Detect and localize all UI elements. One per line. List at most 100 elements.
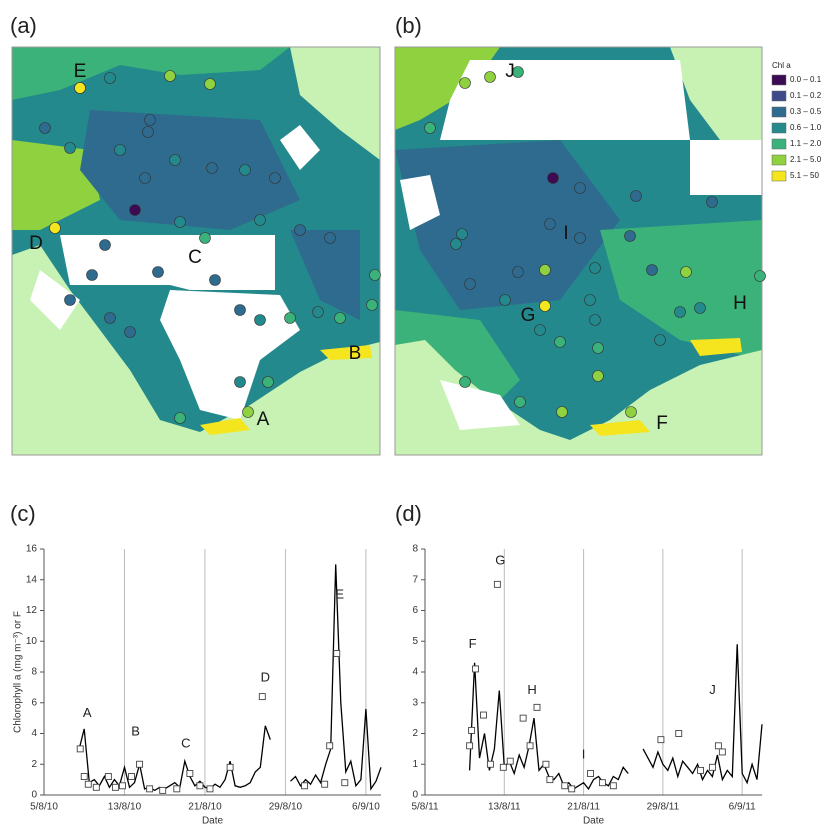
station-marker	[64, 294, 76, 306]
station-marker	[366, 299, 378, 311]
legend-label: 2.1 – 5.0	[790, 155, 822, 164]
data-point	[258, 693, 266, 701]
data-point	[159, 786, 167, 794]
data-point	[128, 773, 135, 780]
data-point	[326, 742, 334, 750]
station-marker	[49, 222, 61, 234]
x-tick-label: 29/8/10	[269, 802, 303, 813]
map-a	[12, 47, 380, 455]
data-point	[657, 736, 665, 744]
annotation: H	[527, 682, 536, 697]
y-tick-label: 8	[31, 667, 37, 678]
x-tick-label: 21/8/11	[567, 802, 600, 813]
station-marker	[234, 304, 246, 316]
map-b	[395, 47, 762, 455]
data-point	[697, 766, 704, 774]
data-point	[80, 773, 88, 780]
station-marker	[424, 122, 436, 134]
data-point	[568, 785, 576, 793]
panel-label: (d)	[395, 501, 422, 526]
station-marker	[624, 230, 636, 242]
station-marker	[459, 376, 471, 388]
station-marker	[269, 172, 281, 184]
station-label: E	[74, 61, 87, 82]
station-marker	[654, 334, 666, 346]
y-tick-label: 4	[412, 667, 418, 678]
x-tick-label: 13/8/10	[108, 802, 142, 813]
data-point	[321, 780, 329, 788]
station-marker	[625, 406, 637, 418]
y-tick-label: 14	[26, 574, 38, 585]
data-point	[587, 770, 594, 777]
station-marker	[334, 312, 346, 324]
data-point	[111, 783, 119, 791]
y-tick-label: 4	[31, 728, 37, 739]
station-marker	[164, 70, 176, 82]
x-tick-label: 6/9/11	[729, 802, 756, 813]
data-point	[708, 763, 716, 771]
station-marker	[242, 406, 254, 418]
data-point	[341, 779, 349, 787]
legend-label: 0.0 – 0.1	[790, 75, 822, 84]
station-marker	[574, 232, 586, 244]
station-marker	[124, 326, 136, 338]
y-tick-label: 0	[31, 790, 37, 801]
station-marker	[209, 274, 221, 286]
station-marker	[284, 312, 296, 324]
y-tick-label: 10	[26, 636, 38, 647]
data-point	[84, 780, 92, 788]
station-marker	[254, 314, 266, 326]
legend-label: 1.1 – 2.0	[790, 139, 822, 148]
panel-label: (c)	[10, 501, 36, 526]
station-marker	[539, 300, 551, 312]
annotation: C	[181, 736, 190, 751]
data-point	[718, 748, 726, 756]
station-marker	[584, 294, 596, 306]
station-marker	[499, 294, 511, 306]
data-point	[186, 770, 194, 777]
data-point	[542, 760, 550, 768]
legend-label: 0.6 – 1.0	[790, 123, 822, 132]
station-marker	[589, 262, 601, 274]
x-tick-label: 5/8/10	[30, 802, 58, 813]
station-marker	[234, 376, 246, 388]
station-marker	[86, 269, 98, 281]
data-point	[526, 742, 534, 750]
station-marker	[547, 172, 559, 184]
station-marker	[484, 71, 496, 83]
data-point	[468, 726, 476, 734]
data-point	[104, 773, 112, 780]
data-point	[546, 776, 554, 784]
station-marker	[464, 278, 476, 290]
legend-swatch	[771, 122, 787, 134]
legend-label: 0.3 – 0.5	[790, 107, 822, 116]
y-tick-label: 7	[412, 574, 418, 585]
y-tick-label: 2	[412, 728, 418, 739]
station-marker	[369, 269, 381, 281]
station-marker	[239, 164, 251, 176]
station-marker	[554, 336, 566, 348]
annotation: I	[582, 746, 586, 761]
data-point	[196, 782, 204, 790]
station-label: I	[563, 223, 568, 244]
station-marker	[254, 214, 266, 226]
data-point	[472, 665, 479, 673]
station-marker	[512, 66, 524, 78]
legend-swatch	[771, 154, 787, 166]
data-point	[609, 782, 617, 790]
station-marker	[450, 238, 462, 250]
station-marker	[294, 224, 306, 236]
annotation: G	[495, 553, 505, 568]
station-marker	[324, 232, 336, 244]
y-tick-label: 0	[412, 790, 418, 801]
data-point	[92, 783, 100, 791]
station-marker	[514, 396, 526, 408]
station-label: B	[349, 343, 362, 364]
station-marker	[459, 77, 471, 89]
station-marker	[144, 114, 156, 126]
station-marker	[312, 306, 324, 318]
station-marker	[592, 342, 604, 354]
x-tick-label: 13/8/11	[488, 802, 521, 813]
station-marker	[174, 412, 186, 424]
